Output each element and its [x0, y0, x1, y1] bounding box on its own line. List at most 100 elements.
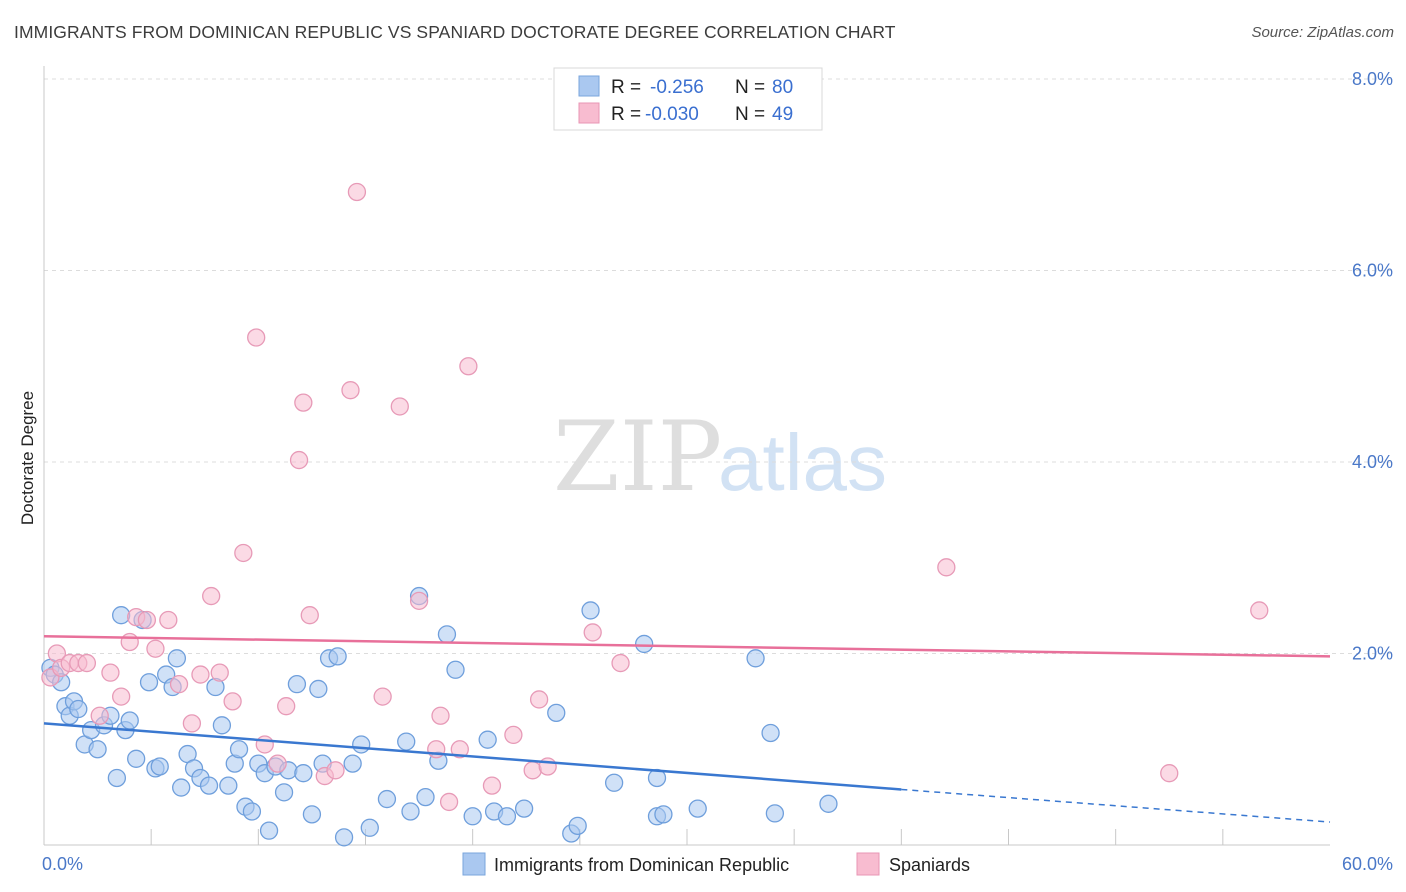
y-tick-labels: 2.0% 4.0% 6.0% 8.0%: [1352, 69, 1393, 664]
pink-point: [289, 450, 309, 470]
blue-point: [229, 740, 249, 759]
pink-point: [523, 761, 542, 780]
y-axis-label: Doctorate Degree: [18, 391, 37, 525]
blue-point: [416, 787, 435, 807]
blue-point: [360, 818, 379, 837]
bottom-legend-swatch-blue: [462, 852, 486, 876]
pink-points: [41, 182, 1269, 812]
blue-point: [88, 740, 107, 759]
pink-point: [347, 182, 367, 202]
blue-point: [120, 711, 139, 730]
blue-point: [819, 794, 838, 813]
blue-point: [328, 647, 347, 666]
pink-point: [390, 397, 409, 416]
pink-point: [482, 776, 502, 795]
x-tick-labels: 0.0% 60.0%: [42, 854, 1393, 874]
legend-r-value: -0.256: [650, 77, 704, 98]
pink-point: [409, 591, 429, 610]
blue-point: [568, 816, 587, 835]
pink-point: [611, 653, 630, 673]
blue-point: [127, 749, 146, 768]
blue-point: [69, 699, 88, 719]
pink-point: [112, 687, 131, 706]
blue-point: [139, 673, 159, 692]
blue-point: [765, 804, 785, 823]
blue-point: [294, 764, 313, 783]
legend-r-label: R =: [611, 104, 641, 125]
blue-point: [219, 776, 238, 795]
legend-swatch-blue: [578, 75, 600, 97]
pink-trend-line: [43, 635, 1331, 658]
blue-point: [761, 723, 780, 743]
pink-point: [101, 663, 120, 682]
pink-point: [504, 725, 523, 745]
blue-point: [199, 776, 219, 795]
blue-point: [581, 601, 600, 620]
legend-r-label: R =: [611, 77, 641, 98]
pink-point: [529, 690, 549, 709]
pink-point: [341, 381, 360, 400]
trend-lines: [43, 635, 1331, 823]
pink-point: [210, 663, 229, 682]
blue-point: [746, 649, 765, 668]
pink-point: [459, 357, 478, 376]
blue-point: [287, 674, 307, 694]
blue-point: [634, 634, 654, 654]
pink-point: [268, 754, 287, 773]
pink-point: [431, 706, 450, 725]
pink-point: [255, 735, 274, 754]
legend-n-value: 80: [772, 77, 793, 98]
bottom-legend-pink-label: Spaniards: [889, 855, 970, 875]
series-legend: Immigrants from Dominican Republic Spani…: [462, 852, 970, 876]
blue-point: [242, 802, 262, 821]
legend-n-label: N =: [735, 77, 765, 98]
chart-title: IMMIGRANTS FROM DOMINICAN REPUBLIC VS SP…: [14, 22, 896, 42]
blue-point: [401, 802, 420, 821]
pink-point: [90, 706, 109, 725]
pink-point: [294, 393, 313, 412]
blue-point: [212, 716, 232, 735]
blue-point: [309, 679, 328, 699]
axes: [43, 66, 1330, 846]
blue-point: [274, 783, 294, 802]
blue-point: [150, 757, 169, 776]
pink-point: [146, 639, 165, 658]
pink-point: [159, 610, 178, 630]
source-label: Source: ZipAtlas.com: [1251, 24, 1394, 41]
blue-trend-extension: [901, 788, 1331, 823]
blue-point: [343, 754, 362, 773]
pink-point: [373, 687, 392, 706]
blue-point: [604, 773, 624, 792]
blue-point: [397, 732, 416, 751]
legend-n-value: 49: [772, 104, 793, 125]
blue-point: [478, 730, 497, 749]
y-tick-label: 4.0%: [1352, 452, 1393, 472]
blue-point: [377, 789, 397, 809]
pink-point: [439, 792, 459, 812]
blue-point: [172, 778, 191, 797]
blue-point: [654, 805, 673, 824]
legend-r-value: -0.030: [645, 104, 699, 125]
pink-point: [234, 543, 253, 563]
blue-point: [463, 807, 482, 826]
blue-point: [334, 828, 354, 847]
pink-point: [326, 761, 345, 780]
legend-swatch-pink: [578, 102, 600, 124]
pink-point: [169, 674, 189, 694]
pink-point: [137, 610, 157, 630]
pink-point: [223, 692, 242, 711]
gridlines: [44, 78, 1392, 654]
legend-n-label: N =: [735, 104, 765, 125]
watermark-atlas: atlas: [718, 418, 887, 507]
stats-legend: R = -0.256 N = 80 R = -0.030 N = 49: [553, 67, 823, 131]
pink-point: [937, 558, 956, 577]
bottom-legend-blue-label: Immigrants from Dominican Republic: [494, 855, 789, 875]
watermark-zip: ZIP: [553, 401, 722, 513]
blue-point: [446, 660, 465, 679]
blue-point: [352, 735, 371, 754]
pink-point: [1160, 764, 1179, 783]
y-tick-label: 6.0%: [1352, 261, 1393, 281]
blue-point: [688, 799, 707, 818]
pink-point: [300, 606, 319, 625]
y-tick-label: 2.0%: [1352, 644, 1393, 664]
